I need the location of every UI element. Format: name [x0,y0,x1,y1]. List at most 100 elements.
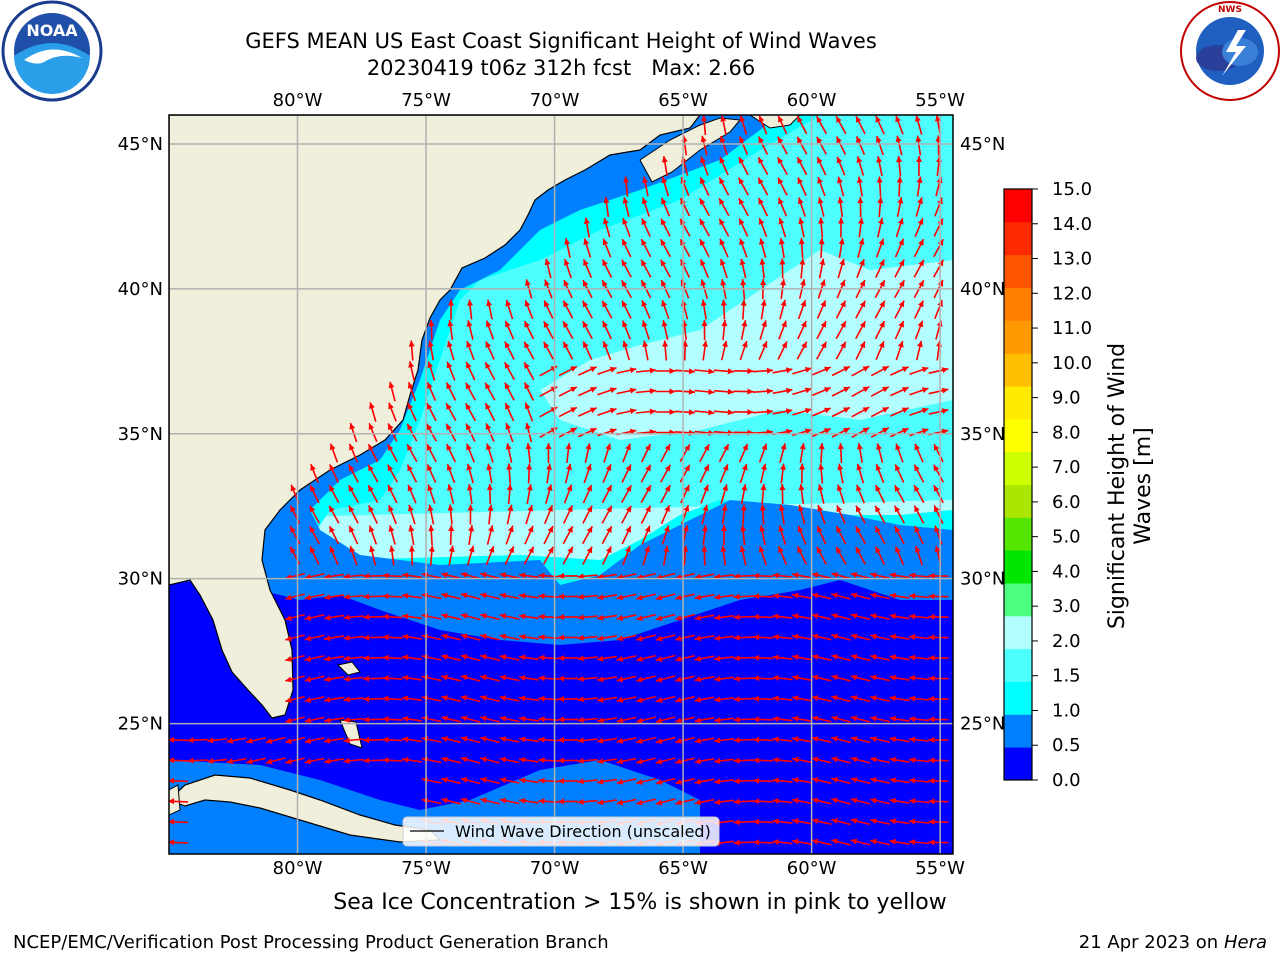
direction-arrowhead [859,321,866,328]
direction-arrowhead [917,218,924,225]
lon-tick-bottom: 75°W [401,858,451,879]
direction-arrowhead [714,614,721,621]
direction-arrowhead [895,443,901,451]
direction-arrowhead [878,341,885,348]
direction-arrowhead [766,408,773,415]
direction-arrowhead [446,361,453,369]
direction-arrowhead [480,654,487,660]
direction-arrowhead [499,674,507,681]
direction-arrowhead [742,443,748,451]
direction-arrowhead [824,407,831,414]
direction-arrowhead [741,320,748,327]
gridlines [169,115,953,854]
direction-arrowhead [504,382,511,390]
direction-arrowhead [856,484,862,492]
direction-arrowhead [616,778,624,785]
direction-arrowhead [507,504,514,512]
direction-arrowhead [486,484,493,491]
direction-arrowhead [369,545,375,553]
direction-arrowhead [343,757,350,764]
direction-arrowhead [739,157,745,164]
direction-arrowhead [850,572,858,578]
legend-label: Wind Wave Direction (unscaled) [455,822,711,841]
direction-arrowhead [675,738,682,744]
direction-arrowhead [577,778,584,785]
direction-arrowhead [694,758,702,765]
direction-arrowhead [642,176,649,184]
direction-arrowhead [928,736,935,743]
direction-arrowhead [488,546,495,553]
direction-arrowhead [918,259,924,267]
direction-arrowhead [525,443,532,450]
direction-arrowhead [836,484,843,492]
direction-arrowhead [558,716,564,723]
direction-arrowhead [855,546,862,554]
direction-arrowhead [870,838,877,845]
direction-arrowhead [909,757,916,764]
direction-arrowhead [708,388,715,395]
direction-arrowhead [570,427,577,434]
direction-arrowhead [850,715,858,722]
direction-arrowhead [753,675,760,682]
direction-arrowhead [909,613,916,620]
direction-arrowhead [839,279,846,287]
direction-arrowhead [427,361,434,369]
direction-arrowhead [661,156,668,163]
direction-arrowhead [577,634,584,641]
direction-arrowhead [759,238,765,245]
direction-arrowhead [721,320,728,327]
direction-arrowhead [388,485,394,492]
direction-arrowhead [824,428,831,434]
direction-arrowhead [703,464,709,472]
direction-arrowhead [792,838,799,845]
direction-arrowhead [485,443,492,451]
direction-arrowhead [719,238,726,246]
direction-arrowhead [602,238,609,246]
direction-arrowhead [603,197,610,204]
direction-arrowhead [363,757,370,764]
noaa-logo-icon: NOAA [1,0,103,102]
credit-date: 21 Apr 2023 on [1078,932,1224,953]
direction-arrowhead [625,485,632,492]
direction-arrowhead [850,838,858,845]
direction-arrowhead [915,135,922,142]
direction-arrowhead [661,218,667,226]
direction-arrowhead [363,737,370,744]
direction-arrowhead [758,115,765,123]
direction-arrowhead [349,525,355,533]
direction-arrowhead [723,444,729,451]
direction-arrowhead [544,279,550,287]
direction-arrowhead [753,613,760,620]
direction-arrowhead [858,238,865,245]
direction-arrowhead [898,300,905,308]
direction-arrowhead [655,779,663,785]
direction-arrowhead [909,716,916,723]
direction-arrowhead [792,674,799,681]
credit-right: 21 Apr 2023 on Hera [1079,932,1267,953]
direction-arrowhead [777,136,784,144]
direction-arrowhead [856,176,863,184]
direction-arrowhead [772,757,779,763]
direction-arrowhead [285,635,292,642]
direction-arrowhead [567,505,573,513]
direction-arrowhead [636,697,643,703]
direction-arrowhead [850,736,858,742]
direction-arrowhead [733,634,740,641]
direction-arrowhead [304,717,312,724]
direction-arrowhead [622,218,628,225]
direction-arrowhead [778,115,784,123]
direction-arrowhead [753,695,760,702]
direction-arrowhead [702,340,708,347]
direction-arrowhead [460,633,468,640]
direction-arrowhead [694,614,702,621]
direction-arrowhead [859,300,866,308]
direction-arrowhead [859,259,865,266]
direction-arrowhead [798,504,804,512]
direction-arrowhead [694,737,702,744]
direction-arrowhead [577,573,584,580]
direction-arrowhead [740,299,747,306]
land-yucatan [169,784,181,816]
direction-arrowhead [402,736,409,743]
direction-arrowhead [831,674,838,681]
